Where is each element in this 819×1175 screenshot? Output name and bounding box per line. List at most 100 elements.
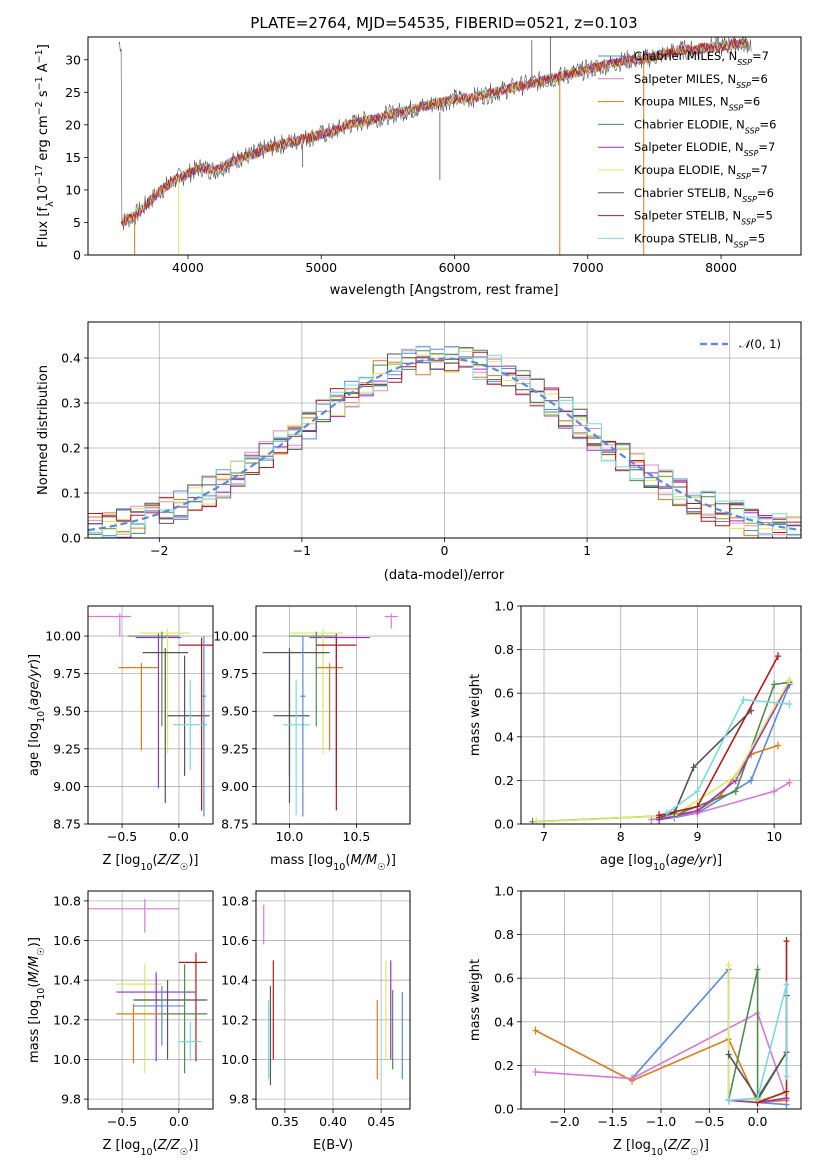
axes-age_vs_mass: 10.0 10.5 8.75 9.00 9.25 9.50 9.75 10.00 — [213, 605, 411, 844]
x-tick-label: 0.0 — [748, 1114, 768, 1129]
y-tick-label: 10.8 — [53, 893, 81, 908]
x-tick-label: 6000 — [439, 260, 471, 275]
y-axis-label: age [log10(age/yr)] — [27, 654, 47, 776]
gridlines — [256, 606, 410, 825]
errorbar-point — [133, 986, 185, 1046]
y-tick-label: 10.6 — [221, 933, 249, 948]
y-tick-label: 10.4 — [53, 973, 81, 988]
x-tick-label: 7 — [540, 829, 548, 844]
legend-label: Chabrier ELODIE, NSSP=6 — [634, 117, 776, 135]
axes-age_vs_Z: −0.5 0.0 8.75 9.00 9.25 9.50 9.75 10.00 — [45, 605, 214, 844]
y-tick-label: 10.00 — [45, 629, 81, 644]
x-tick-label: 10 — [766, 829, 782, 844]
x-tick-label: −1 — [293, 543, 311, 558]
errorbar-point — [116, 972, 196, 1062]
legend-label: Kroupa STELIB, NSSP=5 — [634, 231, 765, 249]
mass-weight-marker — [532, 1026, 539, 1035]
x-tick-label: 8000 — [705, 260, 737, 275]
errorbar-point — [178, 952, 208, 1062]
x-tick-label: 0.0 — [169, 829, 189, 844]
mass-weight-line — [728, 984, 788, 1102]
errorbar-point — [88, 898, 179, 933]
y-tick-label: 10.2 — [53, 1012, 81, 1027]
legend: Chabrier MILES, NSSP=7 Salpeter MILES, NS… — [598, 49, 776, 249]
y-tick-label: 0.4 — [61, 351, 81, 366]
axes-frame — [255, 605, 411, 825]
errorbar-point — [178, 637, 213, 811]
x-tick-label: 4000 — [172, 260, 204, 275]
y-tick-label: 10.00 — [213, 629, 249, 644]
y-axis-label: Normed distribution — [36, 365, 51, 495]
plot-area — [88, 345, 801, 538]
histogram-series — [88, 351, 801, 533]
errorbar-point — [139, 628, 191, 754]
plot-area — [532, 937, 790, 1109]
mass-weight-line — [666, 698, 790, 814]
y-tick-label: 9.25 — [53, 741, 81, 756]
x-axis-label: Z [log10(Z/Z☉)] — [613, 1138, 709, 1158]
y-tick-label: 9.25 — [221, 741, 249, 756]
y-tick-label: 9.00 — [221, 779, 249, 794]
y-tick-label: 9.50 — [221, 704, 249, 719]
errorbar-point — [300, 636, 306, 817]
errorbar-point — [384, 613, 398, 629]
y-tick-label: 0.4 — [494, 729, 514, 744]
errorbar-point — [161, 964, 208, 1074]
x-axis-label: (data-model)/error — [384, 568, 505, 583]
mass-weight-marker — [533, 817, 540, 824]
y-tick-label: 8.75 — [221, 817, 249, 832]
axes-massweight_vs_Z: −2.0 −1.5 −1.0 −0.5 0.0 0.0 0.2 0.4 0.6 0.8 1.0 — [494, 884, 802, 1129]
y-tick-label: 0 — [73, 248, 81, 263]
errorbar-point — [201, 636, 207, 817]
mass-weight-marker — [656, 811, 663, 820]
x-tick-label: −1.5 — [598, 1114, 628, 1129]
x-axis-label: age [log10(age/yr)] — [600, 853, 722, 873]
histogram-series — [88, 345, 801, 538]
errorbar-point — [118, 663, 159, 751]
legend-label: Kroupa MILES, NSSP=6 — [634, 95, 760, 113]
mass-weight-marker — [690, 763, 697, 772]
y-tick-label: 9.8 — [61, 1092, 81, 1107]
y-tick-label: 9.50 — [53, 704, 81, 719]
x-tick-label: 2 — [726, 543, 734, 558]
legend-label: Chabrier MILES, NSSP=7 — [634, 49, 769, 67]
y-tick-label: 0.0 — [494, 817, 514, 832]
x-tick-label: −0.5 — [107, 829, 137, 844]
plot-area — [263, 904, 403, 1086]
errorbar-point — [116, 1003, 162, 1064]
y-axis-label: mass weight — [468, 674, 483, 756]
axes-frame — [520, 605, 802, 825]
plot-area — [118, 37, 752, 255]
chart-title: PLATE=2764, MJD=54535, FIBERID=0521, z=0… — [250, 14, 637, 32]
y-tick-label: 0.8 — [494, 642, 514, 657]
errorbar-point — [173, 679, 208, 770]
gridlines — [88, 606, 213, 825]
y-tick-label: 0.2 — [494, 1058, 514, 1073]
mass-weight-marker — [748, 776, 755, 785]
mass-weight-marker — [783, 1087, 790, 1096]
x-tick-label: 0.40 — [319, 1114, 347, 1129]
axes-frame — [87, 605, 214, 825]
mass-weight-marker — [629, 1074, 636, 1083]
y-tick-label: 10 — [65, 182, 81, 197]
mass-weight-marker — [783, 980, 790, 989]
x-axis-label: Z [log10(Z/Z☉)] — [103, 853, 199, 873]
axes-frame — [520, 890, 802, 1110]
mass-weight-marker — [725, 1050, 732, 1059]
plot-area — [88, 898, 208, 1074]
y-tick-label: 30 — [65, 52, 81, 67]
axes-spectrum: 4000 5000 6000 7000 8000 0 5 10 15 20 25 30 — [65, 36, 802, 275]
gridlines — [521, 890, 801, 1110]
x-axis-label: Z [log10(Z/Z☉)] — [103, 1138, 199, 1158]
mass-weight-marker — [732, 772, 739, 781]
mass-weight-marker — [754, 1094, 761, 1103]
x-tick-label: 10.0 — [276, 829, 304, 844]
errorbar-point — [116, 964, 162, 1074]
y-tick-label: 10.8 — [221, 893, 249, 908]
errorbar-point — [167, 655, 210, 776]
y-tick-label: 10.6 — [53, 933, 81, 948]
y-axis-label: mass [log10(M/M☉)] — [27, 937, 47, 1063]
y-tick-label: 0.1 — [61, 486, 81, 501]
mass-weight-marker — [671, 809, 678, 818]
mass-weight-marker — [725, 961, 732, 970]
